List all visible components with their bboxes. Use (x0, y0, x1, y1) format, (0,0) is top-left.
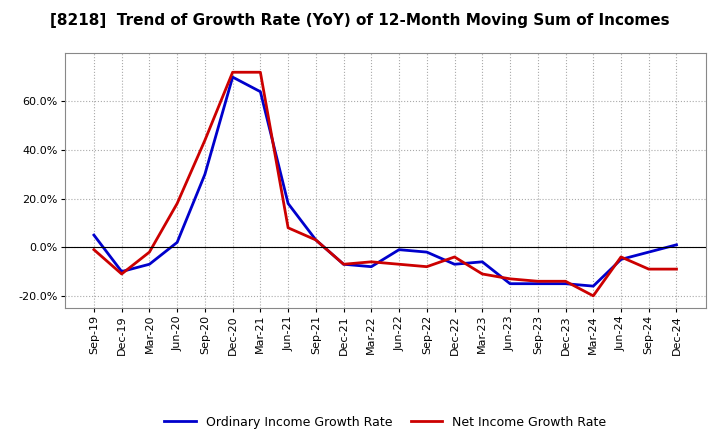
Ordinary Income Growth Rate (256, 89, 265, 94)
Ordinary Income Growth Rate (201, 172, 210, 177)
Ordinary Income Growth Rate (534, 281, 542, 286)
Ordinary Income Growth Rate (423, 249, 431, 255)
Ordinary Income Growth Rate (228, 74, 237, 80)
Net Income Growth Rate (284, 225, 292, 231)
Net Income Growth Rate (89, 247, 98, 252)
Ordinary Income Growth Rate (505, 281, 514, 286)
Net Income Growth Rate (145, 249, 154, 255)
Ordinary Income Growth Rate (367, 264, 376, 269)
Ordinary Income Growth Rate (589, 283, 598, 289)
Ordinary Income Growth Rate (478, 259, 487, 264)
Net Income Growth Rate (672, 267, 681, 272)
Ordinary Income Growth Rate (117, 269, 126, 274)
Ordinary Income Growth Rate (312, 237, 320, 242)
Ordinary Income Growth Rate (644, 249, 653, 255)
Net Income Growth Rate (312, 237, 320, 242)
Ordinary Income Growth Rate (339, 262, 348, 267)
Ordinary Income Growth Rate (284, 201, 292, 206)
Ordinary Income Growth Rate (395, 247, 403, 252)
Net Income Growth Rate (561, 279, 570, 284)
Ordinary Income Growth Rate (672, 242, 681, 247)
Net Income Growth Rate (201, 138, 210, 143)
Ordinary Income Growth Rate (173, 240, 181, 245)
Net Income Growth Rate (644, 267, 653, 272)
Net Income Growth Rate (117, 271, 126, 277)
Net Income Growth Rate (505, 276, 514, 282)
Net Income Growth Rate (228, 70, 237, 75)
Net Income Growth Rate (173, 201, 181, 206)
Ordinary Income Growth Rate (561, 281, 570, 286)
Legend: Ordinary Income Growth Rate, Net Income Growth Rate: Ordinary Income Growth Rate, Net Income … (159, 411, 611, 434)
Net Income Growth Rate (367, 259, 376, 264)
Line: Ordinary Income Growth Rate: Ordinary Income Growth Rate (94, 77, 677, 286)
Ordinary Income Growth Rate (450, 262, 459, 267)
Net Income Growth Rate (256, 70, 265, 75)
Net Income Growth Rate (616, 254, 625, 260)
Net Income Growth Rate (478, 271, 487, 277)
Net Income Growth Rate (589, 293, 598, 298)
Net Income Growth Rate (423, 264, 431, 269)
Net Income Growth Rate (339, 262, 348, 267)
Ordinary Income Growth Rate (89, 232, 98, 238)
Net Income Growth Rate (534, 279, 542, 284)
Text: [8218]  Trend of Growth Rate (YoY) of 12-Month Moving Sum of Incomes: [8218] Trend of Growth Rate (YoY) of 12-… (50, 13, 670, 28)
Ordinary Income Growth Rate (145, 262, 154, 267)
Net Income Growth Rate (450, 254, 459, 260)
Ordinary Income Growth Rate (616, 257, 625, 262)
Line: Net Income Growth Rate: Net Income Growth Rate (94, 72, 677, 296)
Net Income Growth Rate (395, 262, 403, 267)
